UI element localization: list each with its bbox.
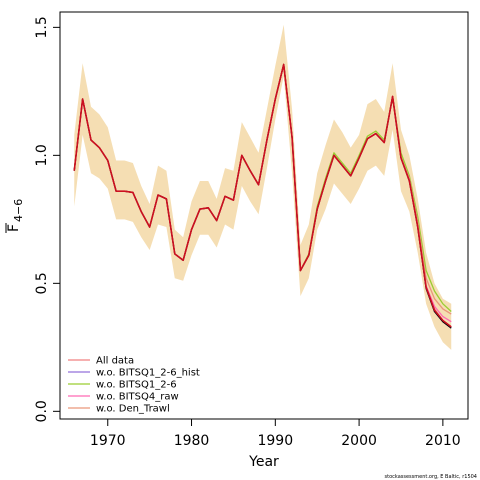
x-tick-label: 1990: [257, 433, 293, 449]
x-axis-title: Year: [248, 454, 279, 470]
legend-label: w.o. BITSQ4_raw: [96, 392, 179, 403]
y-axis: 0.0 0.5 1.0 1.5: [34, 16, 61, 422]
x-tick-label: 1970: [90, 433, 126, 449]
confidence-band-layer: [74, 24, 452, 350]
x-tick-label: 2010: [425, 433, 461, 449]
confidence-band: [74, 24, 452, 350]
legend-label: w.o. Den_Trawl: [96, 404, 170, 415]
x-axis: 1970 1980 1990 2000 2010: [90, 418, 461, 449]
x-tick-label: 2000: [341, 433, 377, 449]
legend-label: All data: [96, 356, 134, 367]
legend-label: w.o. BITSQ1_2-6_hist: [96, 368, 200, 379]
series-line-unlabeled-6: [73, 63, 452, 328]
y-tick-label: 0.5: [34, 272, 50, 294]
series-layer: [73, 63, 452, 329]
y-axis-title: F 4−6: [5, 199, 25, 233]
y-tick-label: 1.0: [34, 144, 50, 166]
y-tick-label: 0.0: [34, 400, 50, 422]
y-tick-label: 1.5: [34, 16, 50, 38]
y-axis-title-subscript: 4−6: [12, 199, 25, 222]
y-axis-title-main: F: [6, 224, 22, 232]
legend-label: w.o. BITSQ1_2-6: [96, 380, 177, 391]
footnote: stockassessment.org, E Baltic, r1504: [385, 474, 477, 480]
x-tick-label: 1980: [174, 433, 210, 449]
